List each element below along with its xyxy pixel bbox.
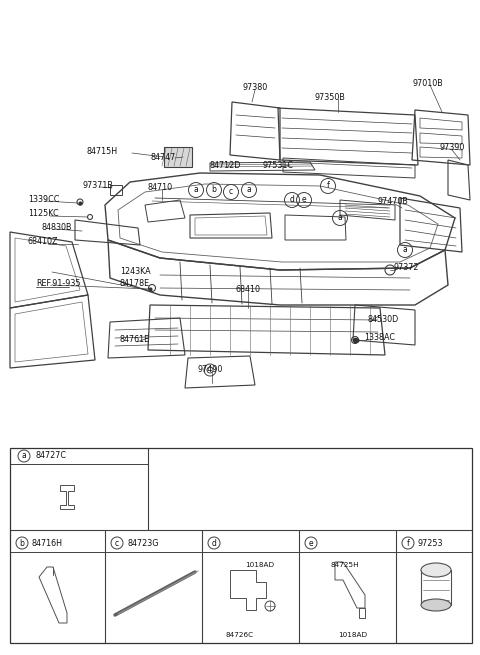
Text: 97350B: 97350B [314, 92, 346, 102]
Text: 84830B: 84830B [42, 223, 72, 233]
Ellipse shape [421, 599, 451, 611]
Text: 97010B: 97010B [413, 79, 444, 88]
Text: a: a [193, 185, 198, 195]
Text: 84710: 84710 [147, 183, 173, 191]
Text: 84725H: 84725H [331, 562, 360, 568]
Text: 97380: 97380 [242, 83, 268, 92]
Text: REF.91-935: REF.91-935 [36, 280, 81, 288]
Text: 1018AD: 1018AD [245, 562, 275, 568]
Text: 84726C: 84726C [226, 632, 254, 638]
Text: a: a [337, 214, 342, 223]
Text: d: d [289, 195, 294, 204]
Text: 84712D: 84712D [209, 160, 240, 170]
Text: 97372: 97372 [393, 263, 419, 272]
Text: 1339CC: 1339CC [28, 195, 60, 204]
Text: 1125KC: 1125KC [28, 210, 59, 219]
Text: b: b [20, 538, 24, 548]
Text: 84178E: 84178E [120, 280, 150, 288]
Text: 1018AD: 1018AD [338, 632, 368, 638]
Text: e: e [309, 538, 313, 548]
Text: c: c [115, 538, 119, 548]
Text: 97490: 97490 [197, 365, 223, 375]
Text: 1338AC: 1338AC [364, 333, 395, 343]
Text: f: f [407, 538, 409, 548]
Ellipse shape [421, 563, 451, 577]
Text: 97371B: 97371B [83, 181, 113, 189]
Text: 84747: 84747 [150, 153, 176, 162]
Text: e: e [302, 195, 306, 204]
Bar [10, 448, 472, 643]
Text: 68410Z: 68410Z [28, 238, 59, 246]
Text: b: b [212, 185, 216, 195]
Text: a: a [403, 246, 408, 255]
Polygon shape [164, 147, 192, 167]
Text: 97390: 97390 [439, 143, 465, 153]
Text: 97470B: 97470B [378, 198, 408, 206]
Text: 84715H: 84715H [87, 147, 118, 157]
Text: 84723G: 84723G [127, 538, 158, 548]
Text: d: d [212, 538, 216, 548]
Text: 68410: 68410 [236, 286, 261, 295]
Text: 97253: 97253 [418, 538, 444, 548]
Text: f: f [326, 181, 329, 191]
Text: c: c [229, 187, 233, 196]
Text: 1243KA: 1243KA [120, 267, 151, 276]
Text: 84716H: 84716H [32, 538, 63, 548]
Text: 84530D: 84530D [368, 316, 399, 324]
Text: 97531C: 97531C [263, 160, 293, 170]
Text: 84761E: 84761E [120, 335, 150, 345]
Text: 84727C: 84727C [35, 451, 66, 460]
Text: a: a [247, 185, 252, 195]
Text: a: a [22, 451, 26, 460]
